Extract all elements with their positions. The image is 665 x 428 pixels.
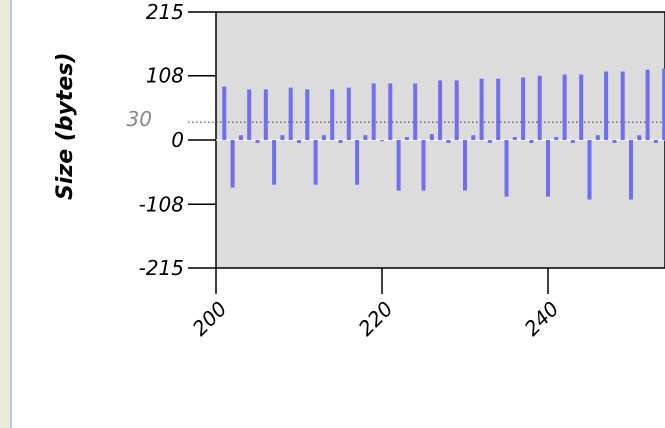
bar xyxy=(238,135,243,140)
bar xyxy=(438,80,443,140)
bar xyxy=(604,71,609,140)
bar xyxy=(463,140,467,191)
bar xyxy=(562,74,567,140)
y-tick-label: -215 xyxy=(139,256,184,280)
bar xyxy=(222,86,227,140)
bar xyxy=(612,140,617,143)
x-tick-label: 240 xyxy=(520,297,564,341)
bar xyxy=(297,140,301,143)
bar xyxy=(653,140,658,143)
bar xyxy=(247,89,252,140)
bar xyxy=(512,137,517,140)
y-tick-label: 215 xyxy=(146,0,184,24)
bar xyxy=(305,89,310,140)
bar xyxy=(471,135,476,140)
y-axis-label: Size (bytes) xyxy=(53,52,78,200)
bar xyxy=(662,68,665,140)
bar xyxy=(421,140,426,191)
bar xyxy=(404,137,409,140)
bar xyxy=(446,140,451,143)
reference-line-label: 30 xyxy=(127,107,152,131)
y-tick-label: 0 xyxy=(171,128,184,152)
y-tick-label: -108 xyxy=(139,192,184,216)
window-left-border xyxy=(0,0,12,428)
bar xyxy=(579,74,584,140)
bar xyxy=(380,140,384,142)
bar xyxy=(288,87,293,140)
bar xyxy=(645,69,650,140)
x-tick-label: 200 xyxy=(188,297,232,341)
bar xyxy=(338,140,343,143)
bar xyxy=(546,140,550,197)
bar xyxy=(429,134,434,140)
bar xyxy=(371,83,376,140)
bar xyxy=(629,140,633,200)
bar xyxy=(496,78,501,140)
bar xyxy=(280,135,285,140)
bar xyxy=(346,87,351,140)
bar xyxy=(330,89,335,140)
bar xyxy=(313,140,318,185)
bar xyxy=(521,77,526,140)
bar xyxy=(363,135,368,140)
bar xyxy=(620,71,625,140)
bar xyxy=(595,135,600,140)
bar xyxy=(396,140,401,191)
bar xyxy=(529,140,534,143)
bar xyxy=(454,80,459,140)
bar xyxy=(570,140,575,143)
bar xyxy=(504,140,509,197)
bar xyxy=(230,140,235,188)
bar xyxy=(255,140,260,143)
bar xyxy=(487,140,492,143)
bar xyxy=(321,135,326,140)
bar xyxy=(479,78,484,140)
bar xyxy=(554,137,559,140)
bar xyxy=(388,83,393,140)
bar xyxy=(355,140,360,185)
bar xyxy=(272,140,277,185)
y-tick-label: 108 xyxy=(146,64,184,88)
bar xyxy=(413,83,418,140)
bar xyxy=(637,135,642,140)
bar xyxy=(587,140,592,200)
bar xyxy=(537,75,542,140)
x-tick-label: 220 xyxy=(354,297,398,341)
bar xyxy=(263,89,268,140)
